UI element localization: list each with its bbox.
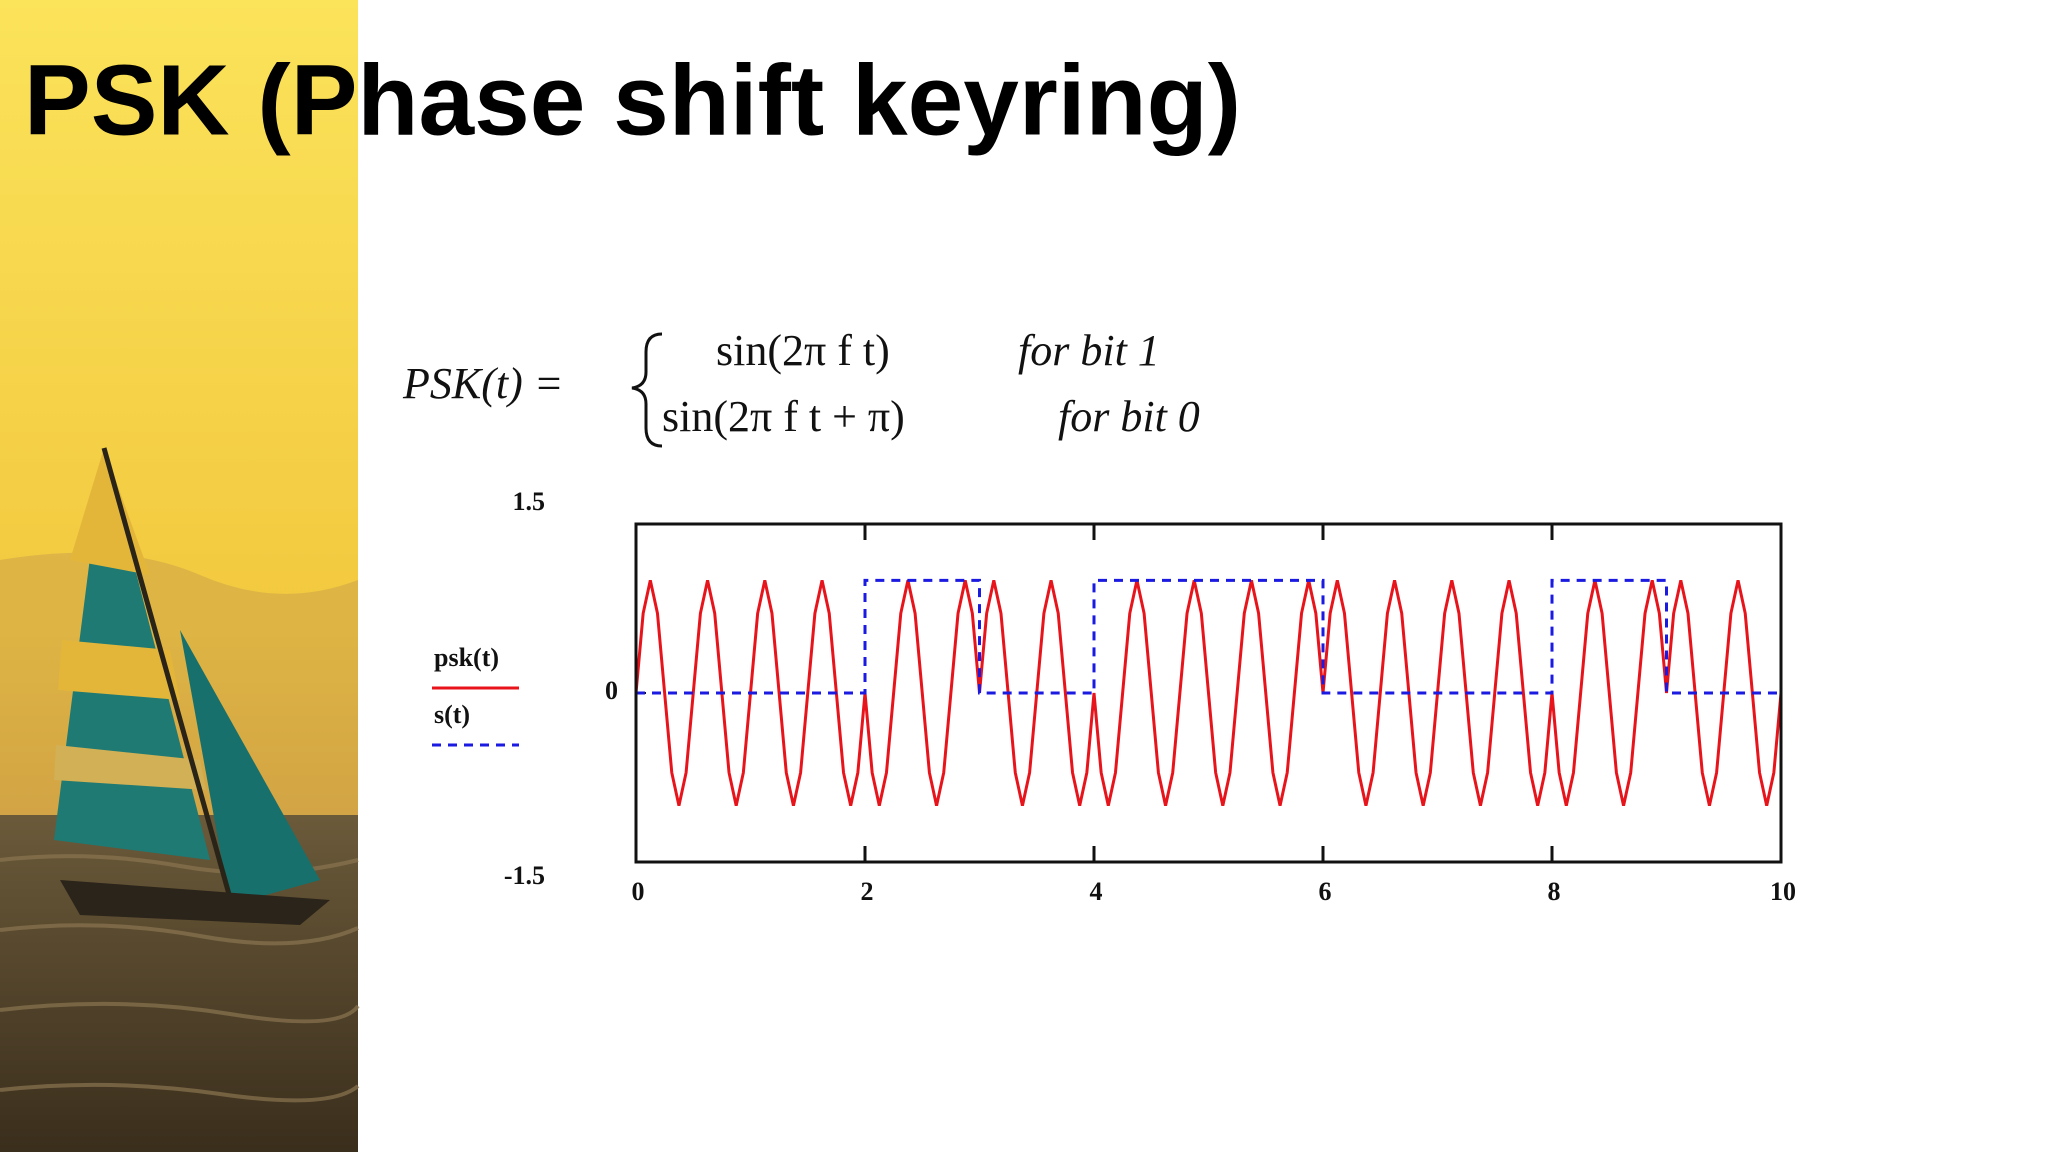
y-tick-label: 1.5 <box>513 487 546 516</box>
slide-title: PSK (Phase shift keyring) <box>24 44 1241 156</box>
plot-frame <box>634 522 1783 864</box>
formula: PSK(t) = sin(2π f t) for bit 1 sin(2π f … <box>402 326 1200 448</box>
formula-condition: for bit 1 <box>1018 326 1160 375</box>
legend-label: s(t) <box>434 700 470 729</box>
series-line <box>634 580 1783 806</box>
x-tick-label: 10 <box>1770 877 1796 906</box>
x-tick-label: 8 <box>1548 877 1561 906</box>
formula-lhs: PSK(t) = <box>402 359 563 408</box>
series-line <box>636 578 1781 695</box>
x-tick-label: 0 <box>632 877 645 906</box>
x-tick-label: 2 <box>861 877 874 906</box>
x-tick-label: 4 <box>1090 877 1103 906</box>
formula-brace <box>631 332 663 448</box>
formula-case: sin(2π f t) <box>716 326 890 375</box>
formula-condition: for bit 0 <box>1058 392 1200 441</box>
y-tick-label: -1.5 <box>504 861 545 890</box>
side-photo <box>0 0 360 1152</box>
chart: 1.5 0 -1.5 0 2 4 6 8 10 psk(t) s(t) <box>432 487 1796 906</box>
formula-case: sin(2π f t + π) <box>662 392 905 441</box>
y-tick-label: 0 <box>605 676 618 705</box>
x-tick-label: 6 <box>1319 877 1332 906</box>
legend-label: psk(t) <box>434 643 499 672</box>
